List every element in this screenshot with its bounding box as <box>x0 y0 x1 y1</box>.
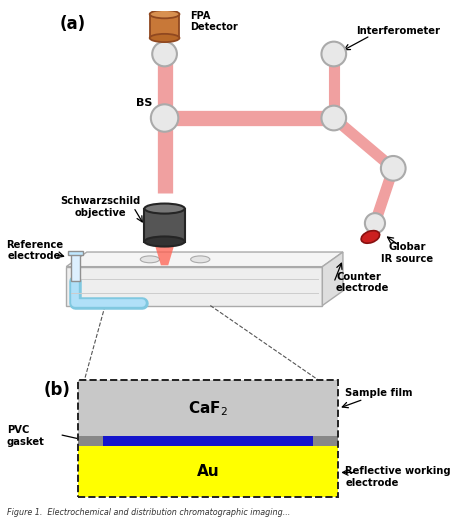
Text: Reference
electrode: Reference electrode <box>6 240 63 261</box>
Ellipse shape <box>150 10 180 19</box>
Text: Schwarzschild
objective: Schwarzschild objective <box>60 196 141 218</box>
Text: Au: Au <box>197 464 219 479</box>
Bar <box>68 251 83 255</box>
Ellipse shape <box>191 256 210 263</box>
Text: FPA
Detector: FPA Detector <box>190 11 237 32</box>
Text: Figure 1.  Electrochemical and distribution chromatographic imaging...: Figure 1. Electrochemical and distributi… <box>7 508 290 517</box>
Circle shape <box>365 213 385 233</box>
Text: BS: BS <box>136 98 152 108</box>
Text: Interferometer: Interferometer <box>356 26 440 36</box>
Polygon shape <box>322 252 343 306</box>
Polygon shape <box>155 244 174 265</box>
Bar <box>78 446 338 497</box>
Text: (a): (a) <box>60 15 86 33</box>
Text: CaF$_2$: CaF$_2$ <box>188 399 228 418</box>
Bar <box>78 380 338 446</box>
Circle shape <box>321 42 346 66</box>
Text: Counter
electrode: Counter electrode <box>336 272 390 294</box>
Polygon shape <box>66 252 343 267</box>
Circle shape <box>321 106 346 130</box>
Circle shape <box>381 156 406 181</box>
Text: Sample film: Sample film <box>345 388 413 398</box>
Bar <box>66 267 322 306</box>
Ellipse shape <box>150 34 180 42</box>
Text: Globar
IR source: Globar IR source <box>381 242 433 264</box>
Bar <box>103 436 313 446</box>
Bar <box>313 436 338 446</box>
Circle shape <box>152 42 177 66</box>
Bar <box>145 208 185 242</box>
Ellipse shape <box>140 256 160 263</box>
Text: Reflective working
electrode: Reflective working electrode <box>345 466 451 488</box>
Text: PVC
gasket: PVC gasket <box>7 425 45 446</box>
Bar <box>71 254 80 281</box>
Ellipse shape <box>145 236 185 247</box>
Bar <box>78 436 103 446</box>
Ellipse shape <box>361 231 380 243</box>
Circle shape <box>151 104 178 132</box>
Ellipse shape <box>145 204 185 214</box>
Text: (b): (b) <box>44 381 71 399</box>
Bar <box>150 14 180 38</box>
